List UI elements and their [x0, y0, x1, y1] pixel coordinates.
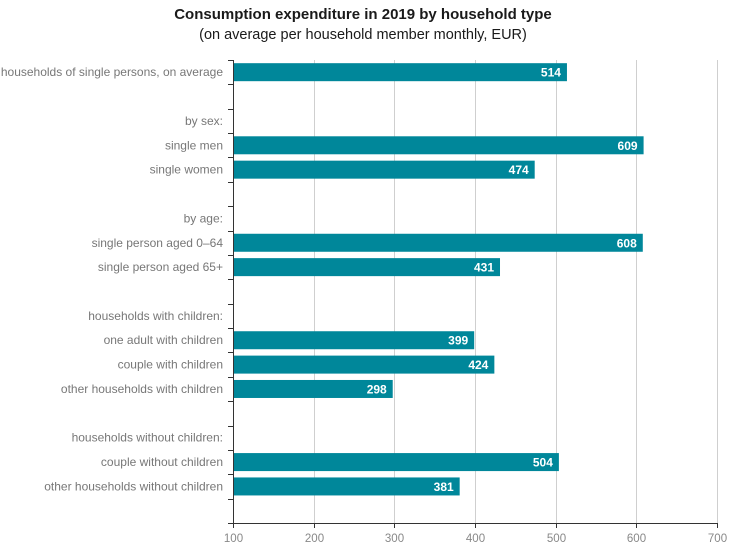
bar	[234, 63, 567, 82]
category-label: households with children:	[88, 309, 223, 323]
x-tick-label: 600	[627, 533, 646, 545]
data-label: 514	[541, 66, 561, 80]
category-label: households without children:	[72, 431, 223, 445]
category-label: single person aged 0–64	[92, 236, 224, 250]
bar	[234, 379, 393, 398]
x-tick-label: 100	[224, 533, 243, 545]
bar	[234, 233, 643, 252]
data-label: 504	[533, 456, 553, 470]
data-label: 381	[434, 480, 454, 494]
category-labels: households of single persons, on average…	[1, 65, 223, 493]
category-label: by age:	[184, 211, 223, 225]
category-label: households of single persons, on average	[1, 65, 223, 79]
x-tick-label: 400	[466, 533, 485, 545]
bar	[234, 355, 495, 374]
data-label: 399	[448, 334, 468, 348]
data-label: 298	[367, 382, 387, 396]
category-label: by sex:	[185, 114, 223, 128]
data-label: 608	[617, 236, 637, 250]
category-label: other households with children	[61, 382, 223, 396]
category-label: other households without children	[44, 479, 223, 493]
category-label: couple without children	[101, 455, 223, 469]
bar	[234, 477, 460, 496]
category-label: one adult with children	[104, 333, 223, 347]
category-label: single men	[165, 138, 223, 152]
data-label: 431	[474, 261, 494, 275]
x-tick-label: 700	[708, 533, 727, 545]
bar	[234, 453, 559, 472]
axes: 100 200 300 400 500 600 700	[224, 60, 727, 545]
x-tick-label: 200	[305, 533, 324, 545]
bar	[234, 136, 644, 155]
bar	[234, 331, 475, 350]
data-label: 424	[468, 358, 488, 372]
bar	[234, 160, 535, 179]
category-label: single person aged 65+	[98, 260, 223, 274]
category-label: couple with children	[118, 358, 223, 372]
x-tick-label: 300	[385, 533, 404, 545]
x-tick-label: 500	[547, 533, 566, 545]
chart-title: Consumption expenditure in 2019 by house…	[174, 6, 552, 23]
chart-subtitle: (on average per household member monthly…	[199, 27, 527, 43]
data-label: 609	[618, 139, 638, 153]
category-label: single women	[150, 163, 223, 177]
bar	[234, 258, 501, 277]
data-label: 474	[509, 163, 529, 177]
